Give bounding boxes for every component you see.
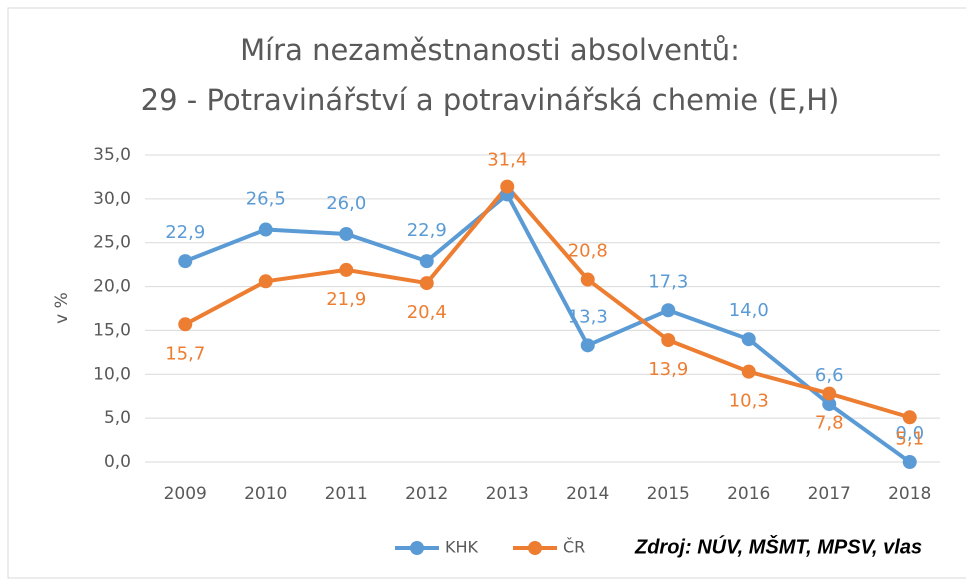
data-point [419, 276, 434, 291]
series-line [184, 192, 911, 464]
x-tick-label: 2017 [808, 484, 851, 504]
x-tick-label: 2018 [888, 484, 931, 504]
x-tick-label: 2016 [727, 484, 770, 504]
data-label: 15,7 [165, 343, 205, 364]
legend-swatch [528, 541, 542, 555]
data-label: 13,9 [648, 359, 688, 380]
data-point [339, 226, 354, 241]
data-label: 17,3 [648, 271, 688, 292]
data-label: 0,0 [895, 423, 924, 444]
y-tick-label: 35,0 [93, 145, 131, 165]
data-label: 26,5 [246, 189, 286, 210]
chart-title: 29 - Potravinářství a potravinářská chem… [141, 83, 840, 117]
chart-title: Míra nezaměstnanosti absolventů: [240, 33, 740, 67]
legend-label: ČR [563, 538, 585, 557]
y-tick-label: 30,0 [93, 189, 131, 209]
data-label: 26,0 [326, 193, 366, 214]
y-tick-label: 20,0 [93, 277, 131, 297]
y-tick-label: 10,0 [93, 364, 131, 384]
y-tick-label: 0,0 [104, 452, 131, 472]
data-point [661, 303, 676, 318]
series-line [184, 184, 911, 420]
data-label: 21,9 [326, 289, 366, 310]
source-note: Zdroj: NÚV, MŠMT, MPSV, vlas [634, 534, 922, 558]
legend-label: KHK [445, 538, 479, 557]
data-point [661, 333, 676, 348]
data-point [580, 338, 595, 353]
x-tick-label: 2014 [566, 484, 609, 504]
data-point [178, 254, 193, 269]
y-tick-label: 5,0 [104, 408, 131, 428]
data-point [339, 262, 354, 277]
data-label: 13,3 [568, 306, 608, 327]
x-tick-label: 2009 [164, 484, 207, 504]
data-label: 20,4 [407, 302, 447, 323]
data-point [822, 397, 837, 412]
data-label: 5,1 [895, 428, 924, 449]
y-tick-label: 25,0 [93, 233, 131, 253]
data-point [258, 274, 273, 289]
x-tick-label: 2011 [325, 484, 368, 504]
data-point [741, 332, 756, 347]
data-label: 10,3 [729, 391, 769, 412]
data-point [500, 179, 515, 194]
data-point [178, 317, 193, 332]
legend-swatch [410, 541, 424, 555]
chart-frame [7, 7, 966, 579]
x-tick-label: 2015 [647, 484, 690, 504]
x-tick-label: 2012 [405, 484, 448, 504]
data-label: 22,9 [407, 220, 447, 241]
data-point [580, 272, 595, 287]
data-label: 20,8 [568, 241, 608, 262]
data-point [902, 455, 917, 469]
x-tick-label: 2010 [244, 484, 287, 504]
y-tick-label: 15,0 [93, 320, 131, 340]
data-label: 22,9 [165, 222, 205, 243]
data-point [822, 386, 837, 401]
data-label: 31,4 [487, 150, 527, 171]
data-label: 14,0 [729, 300, 769, 321]
data-label: 6,6 [815, 365, 844, 386]
data-point [258, 222, 273, 237]
data-label: 7,8 [815, 413, 844, 434]
x-tick-label: 2013 [486, 484, 529, 504]
data-point [419, 254, 434, 269]
y-axis-label: v % [52, 292, 72, 324]
data-point [902, 410, 917, 425]
data-point [741, 364, 756, 379]
